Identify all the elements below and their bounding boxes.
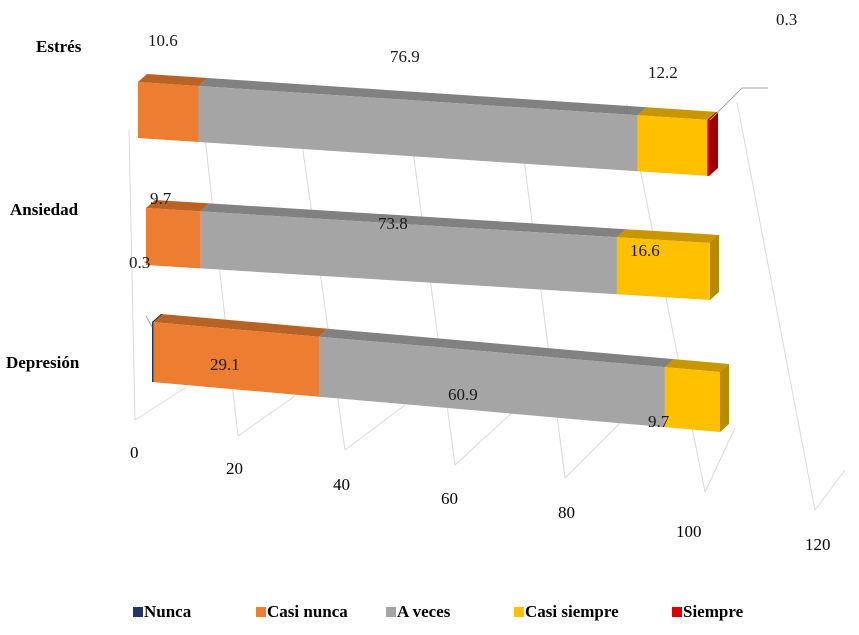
legend-swatch-siempre [672, 607, 682, 617]
bar-ansiedad-end-cap [710, 235, 719, 300]
floor-guide-0 [134, 387, 186, 421]
bar-estres-end-cap [709, 112, 718, 176]
data-label-depresion-a-veces: 60.9 [448, 385, 478, 404]
bar-depresion-casi-nunca-front [153, 322, 319, 397]
legend-item-casi-siempre: Casi siempre [514, 602, 619, 621]
bar-ansiedad-casi-nunca-top [146, 200, 210, 212]
legend-label-a-veces: A veces [397, 602, 451, 621]
bar-depresion-nunca [152, 314, 163, 383]
bar-group-depresion [152, 314, 729, 432]
bar-ansiedad-casi-siempre-top [616, 229, 720, 244]
bar-depresion-a-veces-front [318, 336, 665, 428]
floor-guide-4 [564, 417, 626, 479]
data-label-ansiedad-casi-siempre: 16.6 [630, 241, 660, 260]
data-label-estres-a-veces: 76.9 [390, 47, 420, 66]
data-label-ansiedad-casi-nunca: 9.7 [150, 189, 172, 208]
bar-ansiedad-casi-nunca-front [146, 208, 201, 269]
data-label-estres-siempre: 0.3 [776, 10, 797, 29]
data-labels: 10.6 76.9 12.2 0.3 0.3 9.7 73.8 16.6 29.1 60.9 9.7 [129, 10, 797, 431]
x-tick-label-0: 0 [130, 443, 139, 462]
gridlines [128, 101, 846, 511]
legend-swatch-casi-nunca [256, 607, 266, 617]
bar-estres-siempre-top [707, 111, 718, 120]
leader-line-depresion-nunca [145, 315, 153, 328]
legend-item-casi-nunca: Casi nunca [256, 602, 348, 621]
gridline-0 [128, 129, 136, 421]
bar-estres-a-veces-front [198, 86, 638, 172]
bar-depresion-nunca-top [152, 314, 163, 323]
bar-depresion-casi-siempre [664, 359, 729, 432]
bar-estres-casi-siempre-front [637, 115, 708, 176]
bar-depresion-casi-siempre-top [664, 359, 729, 372]
legend-label-casi-nunca: Casi nunca [267, 602, 348, 621]
floor-guide-6 [814, 469, 846, 511]
floor-guide-3 [454, 409, 516, 466]
bar-depresion-nunca-front [152, 322, 154, 383]
leader-lines [145, 87, 768, 328]
bar-depresion-a-veces [318, 328, 674, 428]
floor-guide-5 [704, 427, 736, 493]
gridline-2 [296, 107, 346, 451]
bar-estres-casi-nunca-top [138, 74, 208, 87]
bar-estres-a-veces [198, 78, 647, 172]
legend-swatch-casi-siempre [514, 607, 524, 617]
bar-estres-siempre-front [707, 119, 709, 176]
bar-estres-siempre [707, 111, 718, 176]
category-label-ansiedad: Ansiedad [10, 200, 79, 219]
data-label-estres-casi-siempre: 12.2 [648, 63, 678, 82]
data-label-depresion-casi-siempre: 9.7 [648, 412, 670, 431]
category-labels: Estrés Ansiedad Depresión [6, 37, 82, 372]
bar-depresion-casi-nunca-top [153, 314, 328, 337]
floor-guide-2 [344, 404, 406, 451]
data-label-depresion-casi-nunca: 29.1 [210, 355, 240, 374]
leader-line-estres-siempre [709, 87, 768, 121]
gridline-6 [736, 101, 816, 511]
x-tick-label-120: 120 [805, 535, 831, 554]
bar-estres-casi-siempre-top [637, 107, 717, 120]
bar-ansiedad-a-veces-top [200, 203, 626, 238]
legend-item-nunca: Nunca [133, 602, 192, 621]
data-label-ansiedad-nunca: 0.3 [129, 253, 150, 272]
bar-depresion-casi-siempre-front [664, 367, 720, 432]
legend-label-siempre: Siempre [683, 602, 744, 621]
legend-swatch-a-veces [386, 607, 396, 617]
legend: Nunca Casi nunca A veces Casi siempre Siempr… [133, 602, 744, 621]
x-tick-label-20: 20 [226, 459, 243, 478]
x-tick-labels: 0 20 40 60 80 100 120 [130, 443, 831, 554]
x-tick-label-100: 100 [676, 522, 702, 541]
bar-ansiedad-casi-siempre [616, 229, 720, 301]
bars [138, 74, 729, 432]
category-label-depresion: Depresión [6, 353, 80, 372]
bar-estres-casi-nunca-front [138, 82, 199, 143]
bar-ansiedad-a-veces-front [200, 211, 617, 295]
bar-estres-a-veces-top [198, 78, 647, 116]
bar-estres-casi-siempre [637, 107, 717, 176]
bar-depresion-end-cap [720, 364, 729, 432]
legend-label-casi-siempre: Casi siempre [525, 602, 619, 621]
legend-item-siempre: Siempre [672, 602, 744, 621]
category-label-estres: Estrés [36, 37, 82, 56]
x-tick-label-80: 80 [558, 503, 575, 522]
bar-depresion-casi-nunca [153, 314, 328, 397]
floor-guide-1 [237, 395, 296, 437]
data-label-estres-casi-nunca: 10.6 [148, 31, 178, 50]
data-label-ansiedad-a-veces: 73.8 [378, 214, 408, 233]
bar-depresion-a-veces-top [318, 328, 674, 368]
legend-item-a-veces: A veces [386, 602, 451, 621]
x-tick-label-60: 60 [441, 489, 458, 508]
bar-ansiedad-a-veces [200, 203, 626, 295]
bar-group-ansiedad [146, 200, 720, 301]
x-tick-label-40: 40 [333, 475, 350, 494]
bar-ansiedad-casi-nunca [146, 200, 210, 269]
legend-label-nunca: Nunca [144, 602, 192, 621]
bar-estres-casi-nunca [138, 74, 208, 143]
legend-swatch-nunca [133, 607, 143, 617]
bar-ansiedad-casi-siempre-front [616, 237, 711, 301]
gridline-3 [406, 105, 456, 466]
bar-group-estres [138, 74, 718, 176]
